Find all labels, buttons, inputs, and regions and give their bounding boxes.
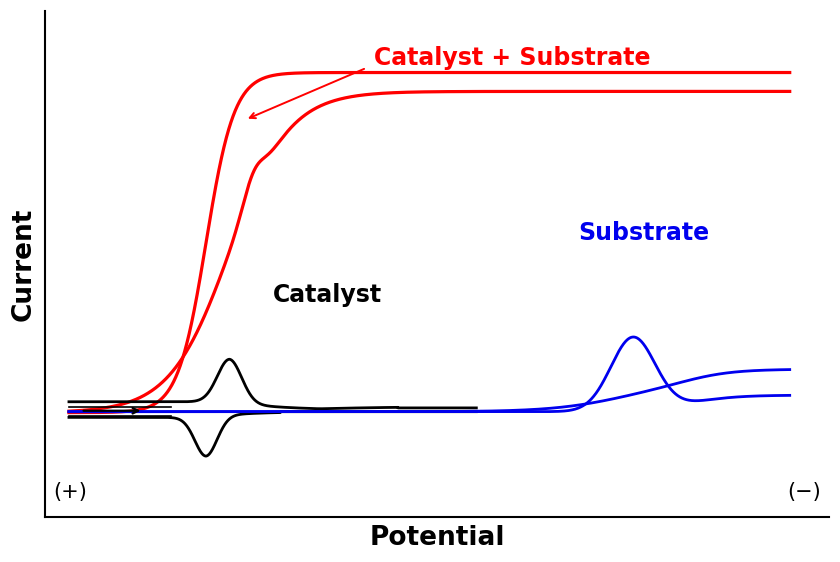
Text: (+): (+) — [53, 482, 87, 502]
Y-axis label: Current: Current — [11, 207, 37, 320]
Text: Substrate: Substrate — [578, 221, 709, 245]
Text: Catalyst + Substrate: Catalyst + Substrate — [375, 46, 651, 70]
Text: Catalyst: Catalyst — [273, 283, 381, 306]
Text: (−): (−) — [787, 482, 821, 502]
X-axis label: Potential: Potential — [370, 525, 505, 551]
